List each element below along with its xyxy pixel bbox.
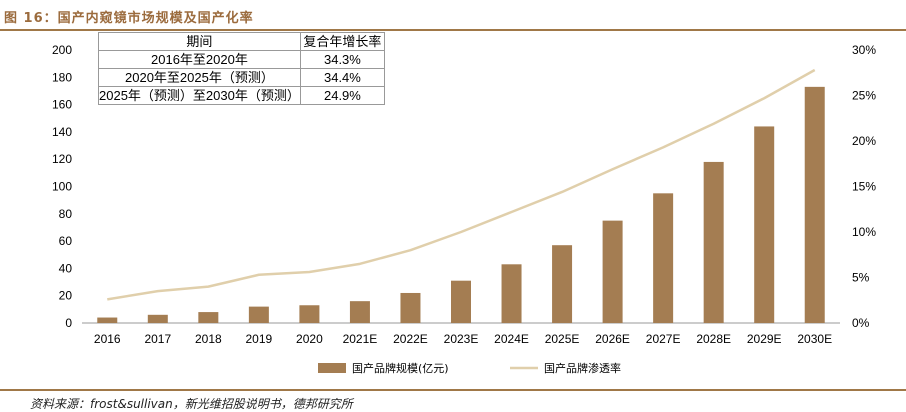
y-right-tick-label: 30%	[852, 43, 876, 57]
y-right-tick-label: 20%	[852, 134, 876, 148]
legend-label: 国产品牌规模(亿元)	[352, 361, 449, 375]
cagr-header-rate: 复合年增长率	[299, 32, 386, 51]
y-left-tick-label: 0	[65, 316, 72, 330]
x-tick-label: 2018	[195, 332, 222, 346]
bar	[703, 161, 724, 323]
y-right-tick-label: 25%	[852, 89, 876, 103]
bar	[400, 292, 421, 323]
x-tick-label: 2029E	[747, 332, 782, 346]
x-tick-label: 2020	[296, 332, 323, 346]
y-right-tick-label: 5%	[852, 271, 870, 285]
x-tick-label: 2027E	[646, 332, 681, 346]
cagr-period: 2025年（预测）至2030年（预测）	[98, 86, 301, 105]
x-tick-label: 2023E	[444, 332, 479, 346]
x-tick-label: 2030E	[797, 332, 832, 346]
y-right-tick-label: 15%	[852, 180, 876, 194]
bar	[248, 306, 269, 323]
y-left-tick-label: 120	[52, 152, 72, 166]
bar	[754, 126, 775, 323]
figure-title: 图 16：国产内窥镜市场规模及国产化率	[4, 11, 254, 26]
x-tick-label: 2025E	[545, 332, 580, 346]
cagr-period: 2020年至2025年（预测）	[98, 68, 301, 87]
penetration-line	[107, 68, 816, 301]
x-tick-label: 2026E	[595, 332, 630, 346]
cagr-row: 2016年至2020年 34.3%	[98, 50, 386, 69]
cagr-rate: 34.3%	[299, 50, 386, 69]
top-rule	[0, 29, 906, 31]
x-tick-label: 2024E	[494, 332, 529, 346]
x-tick-label: 2016	[94, 332, 121, 346]
y-left-tick-label: 200	[52, 43, 72, 57]
source-note: 资料来源：frost&sullivan，新光维招股说明书，德邦研究所	[30, 397, 353, 411]
y-left-tick-label: 100	[52, 180, 72, 194]
cagr-row: 2020年至2025年（预测） 34.4%	[98, 68, 386, 87]
y-right-tick-label: 10%	[852, 225, 876, 239]
y-left-tick-label: 180	[52, 70, 72, 84]
y-right-tick-label: 0%	[852, 316, 870, 330]
bar	[451, 280, 471, 323]
y-left-tick-label: 20	[59, 289, 73, 303]
cagr-rate: 34.4%	[299, 68, 386, 87]
cagr-header-row: 期间 复合年增长率	[98, 32, 386, 51]
y-left-tick-label: 140	[52, 125, 72, 139]
bar	[501, 264, 522, 323]
bar	[198, 312, 219, 323]
x-tick-label: 2028E	[696, 332, 731, 346]
y-left-tick-label: 60	[59, 234, 73, 248]
bar	[349, 301, 370, 323]
y-left-tick-label: 80	[59, 207, 73, 221]
y-left-tick-label: 40	[59, 261, 73, 275]
bar	[97, 317, 118, 323]
x-tick-label: 2019	[246, 332, 273, 346]
cagr-header-period: 期间	[98, 32, 301, 51]
bar	[147, 314, 168, 323]
bar	[804, 86, 825, 323]
bar	[602, 220, 623, 323]
cagr-period: 2016年至2020年	[98, 50, 301, 69]
bottom-rule	[0, 389, 906, 391]
x-tick-label: 2022E	[393, 332, 428, 346]
bar	[552, 245, 573, 323]
legend-label: 国产品牌渗透率	[544, 361, 621, 375]
y-left-tick-label: 160	[52, 98, 72, 112]
cagr-rate: 24.9%	[299, 86, 386, 105]
bar	[299, 305, 320, 323]
x-tick-label: 2017	[144, 332, 171, 346]
legend-swatch-bar	[318, 363, 346, 373]
bar	[653, 193, 674, 323]
cagr-row: 2025年（预测）至2030年（预测） 24.9%	[98, 86, 386, 105]
cagr-table: 期间 复合年增长率 2016年至2020年 34.3% 2020年至2025年（…	[98, 32, 386, 105]
x-tick-label: 2021E	[343, 332, 378, 346]
chart-area: 0 20 40 60 80 100 120 140 160 180 200 0% 5% 10% 15% 20%…	[52, 43, 876, 375]
